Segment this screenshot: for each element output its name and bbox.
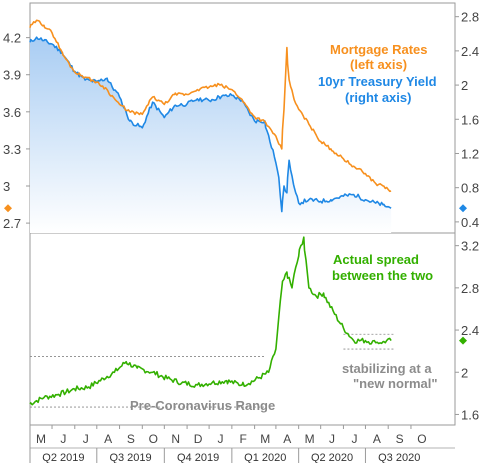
treasury-area-fill	[30, 37, 392, 234]
month-label: J	[351, 432, 357, 446]
spread-sublabel: between the two	[332, 268, 433, 283]
right-axis-tick-label: 1.2	[461, 146, 479, 161]
new-normal-sublabel: "new normal"	[353, 376, 438, 391]
quarter-label: Q4 2019	[177, 452, 219, 463]
month-label: J	[83, 432, 89, 446]
mortgage-end-marker	[4, 204, 12, 213]
month-label: N	[171, 432, 180, 446]
month-label: J	[60, 432, 66, 446]
month-label: A	[104, 432, 112, 446]
new-normal-label: stabilizing at a	[342, 361, 432, 376]
treasury-legend-sublabel: (right axis)	[345, 90, 411, 105]
month-label: A	[283, 432, 291, 446]
left-axis-tick-label: 4.2	[3, 31, 21, 46]
pre-coronavirus-range-label: Pre-Coronavirus Range	[130, 398, 275, 413]
right-axis-tick-label: 1.6	[461, 112, 479, 127]
mortgage-rate-line	[29, 19, 392, 193]
spread-axis-tick-label: 2.8	[461, 281, 479, 296]
treasury-end-marker	[459, 204, 467, 213]
left-axis-tick-label: 3.6	[3, 105, 21, 120]
left-axis-tick-label: 3.9	[3, 68, 21, 83]
quarter-label: Q2 2019	[42, 452, 84, 463]
spread-line	[29, 236, 392, 406]
quarter-label: Q3 2019	[109, 452, 151, 463]
month-label: O	[417, 432, 426, 446]
month-label: M	[36, 432, 46, 446]
month-label: M	[305, 432, 315, 446]
left-axis-tick-label: 3	[3, 179, 10, 194]
month-label: J	[217, 432, 223, 446]
left-axis-tick-label: 3.3	[3, 142, 21, 157]
left-axis-tick-label: 2.7	[3, 216, 21, 231]
quarter-label: Q2 2020	[311, 452, 353, 463]
month-label: M	[260, 432, 270, 446]
right-axis-tick-label: 2.8	[461, 10, 479, 25]
spread-axis-tick-label: 1.6	[461, 407, 479, 422]
treasury-legend-label: 10yr Treasury Yield	[318, 74, 437, 89]
month-label: F	[240, 432, 247, 446]
mortgage-legend-sublabel: (left axis)	[350, 57, 407, 72]
month-label: O	[149, 432, 158, 446]
month-label: J	[329, 432, 335, 446]
month-label: S	[396, 432, 404, 446]
right-axis-tick-label: 2.4	[461, 44, 479, 59]
month-label: D	[194, 432, 203, 446]
mortgage-legend-label: Mortgage Rates	[330, 42, 428, 57]
spread-axis-tick-label: 2	[461, 365, 468, 380]
spread-axis-tick-label: 3.2	[461, 239, 479, 254]
right-axis-tick-label: 0.8	[461, 181, 479, 196]
right-axis-tick-label: 2	[461, 78, 468, 93]
spread-label: Actual spread	[333, 252, 419, 267]
month-label: A	[373, 432, 381, 446]
spread-axis-tick-label: 2.4	[461, 323, 479, 338]
quarter-label: Q3 2020	[378, 452, 420, 463]
right-axis-tick-label: 0.4	[461, 215, 479, 230]
month-label: S	[127, 432, 135, 446]
spread-end-marker	[459, 336, 467, 345]
quarter-label: Q1 2020	[244, 452, 286, 463]
